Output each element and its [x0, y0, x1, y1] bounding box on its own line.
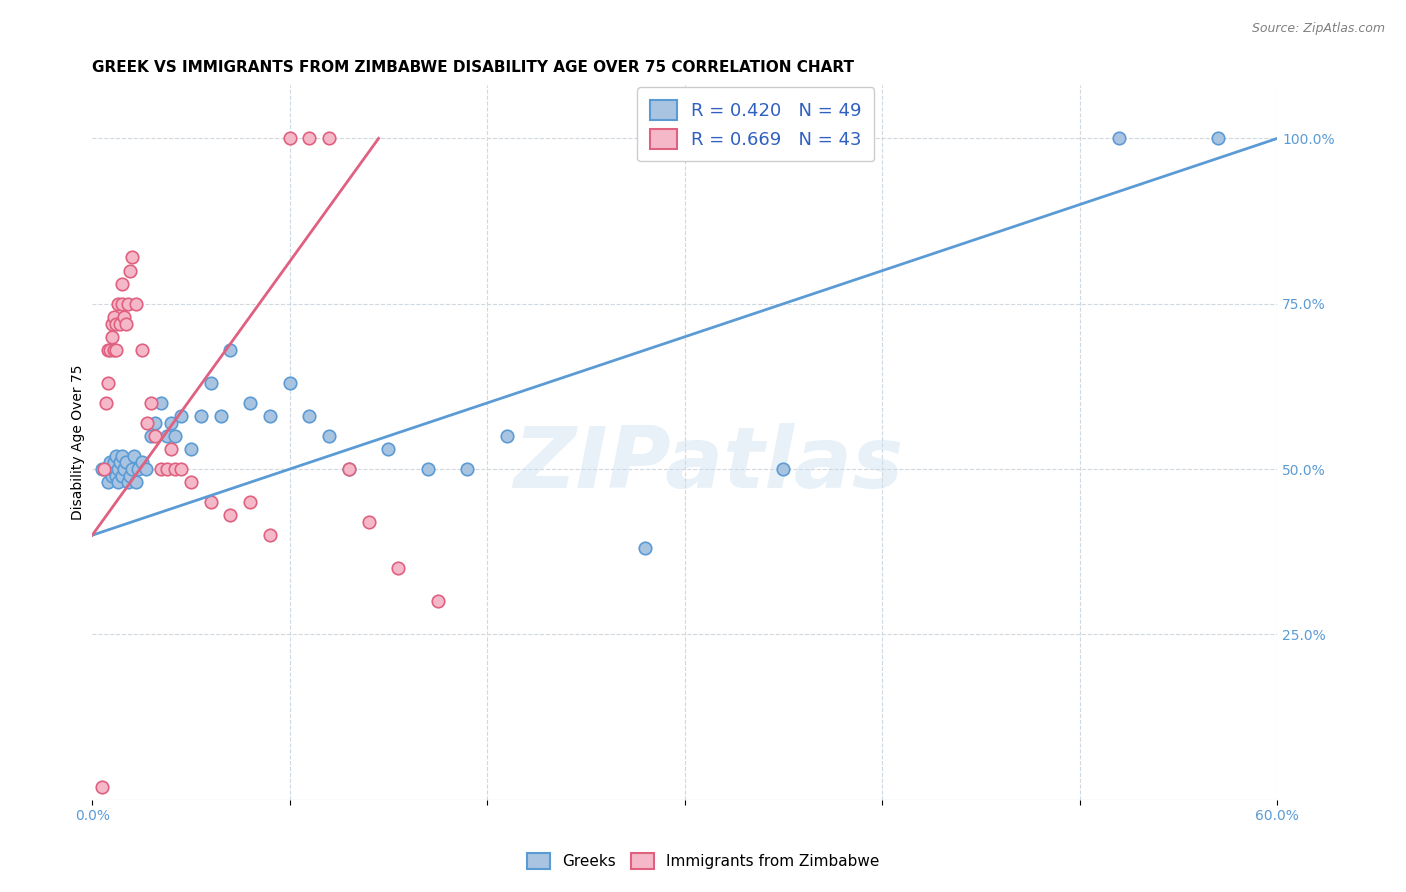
Point	[97, 376, 120, 390]
Point	[160, 416, 183, 430]
Point	[337, 462, 360, 476]
Point	[190, 409, 212, 424]
Point	[416, 462, 439, 476]
Point	[103, 310, 125, 324]
Point	[318, 429, 340, 443]
Point	[93, 462, 115, 476]
Point	[180, 475, 202, 490]
Text: GREEK VS IMMIGRANTS FROM ZIMBABWE DISABILITY AGE OVER 75 CORRELATION CHART: GREEK VS IMMIGRANTS FROM ZIMBABWE DISABI…	[93, 60, 855, 75]
Point	[259, 528, 281, 542]
Point	[136, 416, 159, 430]
Point	[131, 455, 153, 469]
Point	[219, 343, 242, 357]
Point	[156, 429, 179, 443]
Point	[134, 462, 156, 476]
Point	[278, 376, 301, 390]
Point	[122, 449, 145, 463]
Point	[772, 462, 794, 476]
Point	[104, 449, 127, 463]
Point	[101, 317, 124, 331]
Point	[200, 376, 222, 390]
Point	[239, 396, 262, 410]
Point	[219, 508, 242, 523]
Point	[298, 131, 321, 145]
Point	[127, 462, 149, 476]
Point	[114, 317, 136, 331]
Point	[101, 462, 124, 476]
Point	[118, 468, 141, 483]
Point	[165, 462, 187, 476]
Point	[103, 343, 125, 357]
Point	[200, 495, 222, 509]
Point	[131, 343, 153, 357]
Point	[278, 131, 301, 145]
Point	[98, 343, 121, 357]
Point	[117, 475, 139, 490]
Point	[104, 317, 127, 331]
Point	[117, 297, 139, 311]
Point	[124, 297, 146, 311]
Legend: R = 0.420   N = 49, R = 0.669   N = 43: R = 0.420 N = 49, R = 0.669 N = 43	[637, 87, 875, 161]
Text: Source: ZipAtlas.com: Source: ZipAtlas.com	[1251, 22, 1385, 36]
Point	[94, 396, 117, 410]
Point	[141, 429, 163, 443]
Point	[141, 396, 163, 410]
Point	[124, 475, 146, 490]
Point	[456, 462, 478, 476]
Point	[107, 475, 129, 490]
Point	[104, 468, 127, 483]
Point	[101, 330, 124, 344]
Point	[104, 343, 127, 357]
Point	[180, 442, 202, 457]
Point	[634, 541, 657, 556]
Point	[318, 131, 340, 145]
Point	[259, 409, 281, 424]
Text: ZIPatlas: ZIPatlas	[513, 423, 904, 506]
Point	[118, 263, 141, 277]
Point	[97, 475, 120, 490]
Point	[97, 343, 120, 357]
Point	[156, 462, 179, 476]
Point	[108, 317, 131, 331]
Point	[121, 462, 143, 476]
Point	[108, 455, 131, 469]
Point	[107, 297, 129, 311]
Point	[357, 515, 380, 529]
Point	[114, 455, 136, 469]
Point	[111, 297, 134, 311]
Point	[103, 455, 125, 469]
Point	[145, 429, 167, 443]
Point	[387, 561, 409, 575]
Point	[91, 780, 114, 794]
Point	[337, 462, 360, 476]
Point	[101, 468, 124, 483]
Point	[1108, 131, 1130, 145]
Point	[112, 462, 135, 476]
Point	[170, 409, 193, 424]
Point	[209, 409, 232, 424]
Legend: Greeks, Immigrants from Zimbabwe: Greeks, Immigrants from Zimbabwe	[520, 847, 886, 875]
Point	[1206, 131, 1229, 145]
Point	[98, 455, 121, 469]
Point	[107, 462, 129, 476]
Point	[111, 468, 134, 483]
Point	[91, 462, 114, 476]
Point	[298, 409, 321, 424]
Point	[160, 442, 183, 457]
Point	[111, 449, 134, 463]
Point	[377, 442, 399, 457]
Point	[111, 277, 134, 291]
Point	[150, 396, 173, 410]
Point	[165, 429, 187, 443]
Point	[145, 416, 167, 430]
Point	[170, 462, 193, 476]
Y-axis label: Disability Age Over 75: Disability Age Over 75	[72, 365, 86, 520]
Point	[496, 429, 519, 443]
Point	[112, 310, 135, 324]
Point	[150, 462, 173, 476]
Point	[426, 594, 449, 608]
Point	[239, 495, 262, 509]
Point	[121, 251, 143, 265]
